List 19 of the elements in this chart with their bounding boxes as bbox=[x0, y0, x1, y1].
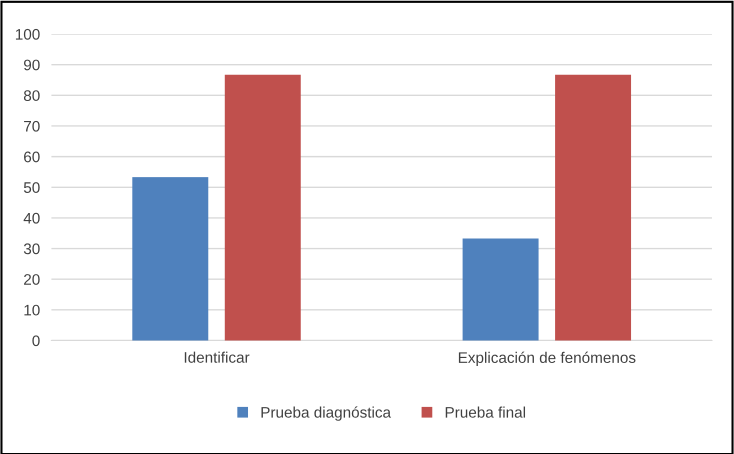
x-tick-label: Explicación de fenómenos bbox=[458, 352, 636, 366]
y-tick-label: 70 bbox=[24, 120, 40, 132]
y-tick-label: 0 bbox=[32, 335, 40, 346]
y-tick-label: 10 bbox=[24, 304, 40, 316]
x-tick-label: Identificar bbox=[184, 352, 250, 363]
y-tick-label: 40 bbox=[24, 212, 40, 224]
y-tick-label: 80 bbox=[24, 90, 40, 102]
y-tick-label: 50 bbox=[24, 182, 40, 193]
legend-label: Prueba final bbox=[446, 406, 526, 418]
y-tick-label: 90 bbox=[24, 60, 40, 70]
bar bbox=[224, 74, 301, 340]
y-tick-label: 60 bbox=[24, 152, 40, 162]
y-tick-label: 20 bbox=[24, 274, 40, 285]
bar bbox=[462, 238, 539, 340]
bar bbox=[132, 177, 208, 340]
legend-label: Prueba diagnóstica bbox=[261, 406, 392, 421]
bar bbox=[555, 74, 632, 340]
y-tick-label: 100 bbox=[16, 28, 40, 40]
y-tick-label: 30 bbox=[24, 243, 40, 254]
